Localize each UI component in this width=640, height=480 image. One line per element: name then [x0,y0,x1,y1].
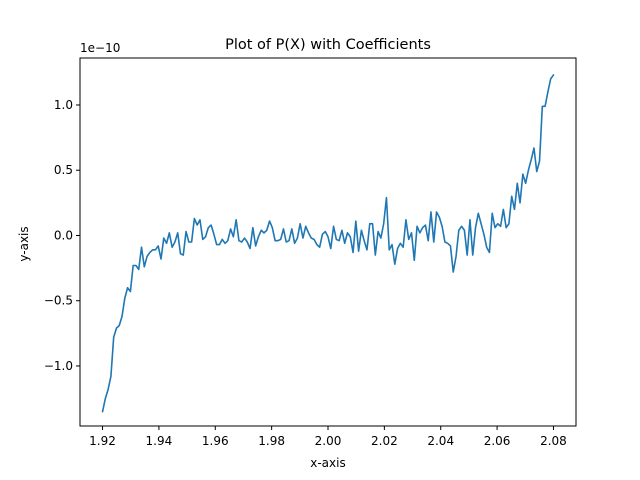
axes-frame [79,57,577,427]
x-tick-label: 2.02 [371,434,398,448]
chart-title: Plot of P(X) with Coefficients [225,37,431,53]
x-tick-label: 2.06 [484,434,511,448]
y-tick-label: 0.5 [54,163,73,177]
x-axis-ticks: 1.92 1.94 1.96 1.98 2.00 2.02 2.04 2.06 2.08 [89,426,567,448]
y-offset-label: 1e−10 [80,41,120,55]
y-tick-label: 1.0 [54,98,73,112]
series-line [101,74,555,413]
y-tick-label: 0.0 [54,228,73,242]
y-axis-label: y-axis [17,226,31,261]
x-tick-label: 2.04 [427,434,454,448]
y-tick-label: −1.0 [44,359,73,373]
x-tick-label: 2.00 [315,434,342,448]
y-axis-ticks: −1.0 −0.5 0.0 0.5 1.0 [44,98,80,373]
x-tick-label: 2.08 [540,434,567,448]
plot-area [101,74,555,413]
x-axis-label: x-axis [310,456,345,470]
x-tick-label: 1.94 [146,434,173,448]
y-tick-label: −0.5 [44,294,73,308]
x-tick-label: 1.92 [89,434,116,448]
x-tick-label: 1.96 [202,434,229,448]
x-tick-label: 1.98 [258,434,285,448]
